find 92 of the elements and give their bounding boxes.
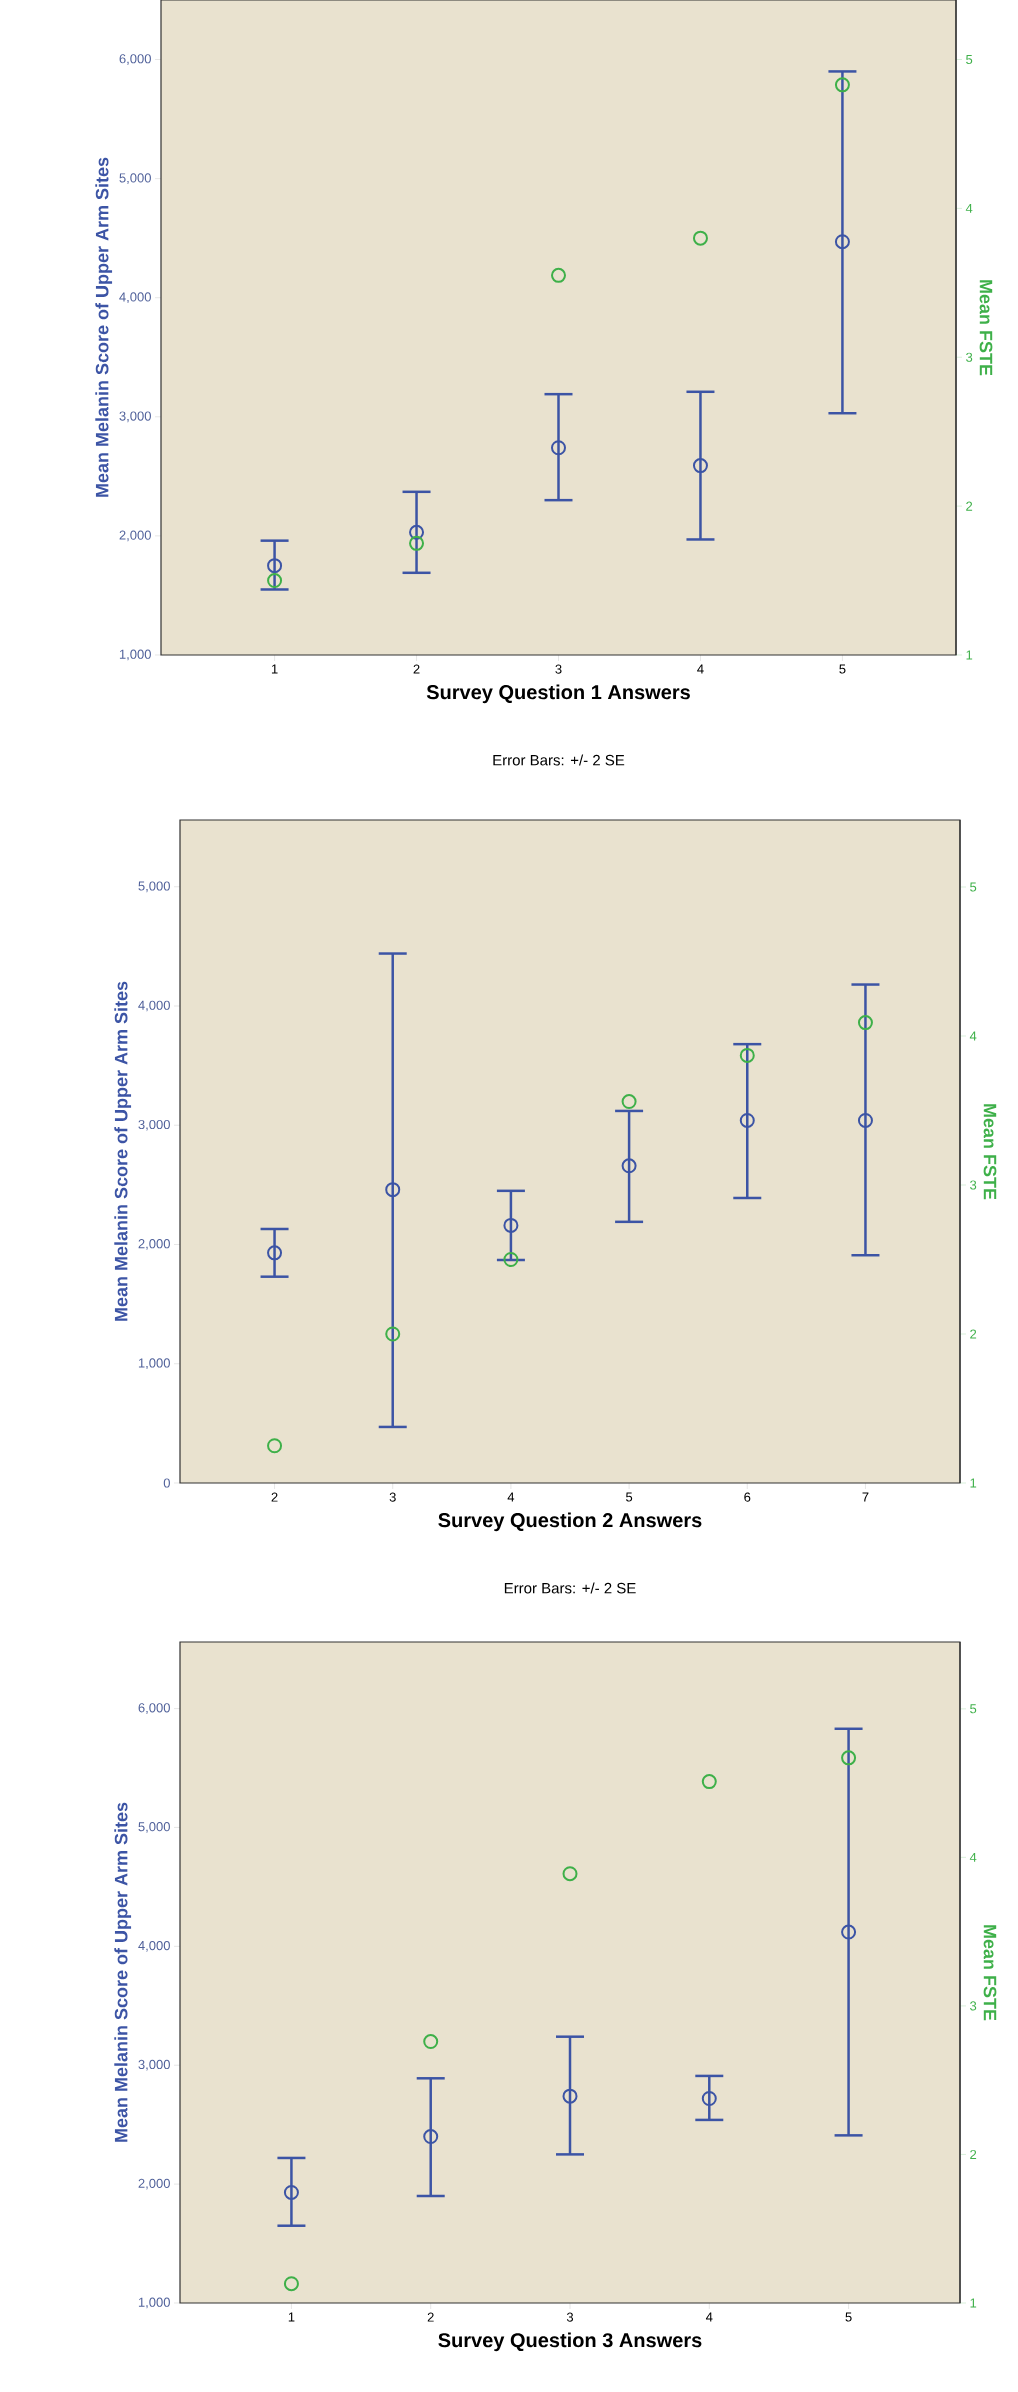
y-tick-label: 3,000 xyxy=(138,2059,170,2071)
y2-tick-label: 5 xyxy=(970,882,977,892)
point xyxy=(267,573,283,589)
y2-tick-label: 3 xyxy=(970,2001,977,2011)
x-tick-label: 1 xyxy=(288,2312,295,2322)
point xyxy=(857,1015,873,1031)
x-tick-label: 2 xyxy=(427,2312,434,2322)
y2-tick-label: 5 xyxy=(970,1704,977,1714)
y-tick-label: 5,000 xyxy=(138,1822,170,1833)
x-tick-label: 3 xyxy=(389,1492,396,1502)
point xyxy=(267,558,283,574)
text: Error Bars: +/- 2 SE xyxy=(493,754,625,766)
x-tick-label: 2 xyxy=(271,1492,278,1502)
y2-tick-label: 4 xyxy=(965,203,973,213)
y2-tick-label: 5 xyxy=(966,54,973,65)
y2-tick-label: 2 xyxy=(970,1329,977,1339)
y-tick-label: 4,000 xyxy=(138,1000,170,1012)
x-tick-label: 3 xyxy=(566,2312,574,2322)
point xyxy=(692,458,708,474)
y2-axis-title: Mean FSTE xyxy=(983,1925,997,2021)
point xyxy=(834,234,850,250)
y2-tick-label: 1 xyxy=(970,1478,977,1488)
y-tick-label: 3,000 xyxy=(138,1119,170,1131)
point xyxy=(562,2088,578,2104)
y-tick-label: 4,000 xyxy=(138,1940,170,1952)
y2-axis-title: Mean FSTE xyxy=(979,280,993,376)
x-axis-title: Survey Question 1 Answers xyxy=(426,684,690,704)
y-tick-label: 0 xyxy=(163,1478,170,1488)
point xyxy=(739,1112,755,1128)
y-tick-label: 2,000 xyxy=(138,1239,170,1250)
point xyxy=(267,1245,283,1261)
x-tick-label: 4 xyxy=(697,664,704,674)
x-axis-title: Survey Question 2 Answers xyxy=(438,1512,702,1532)
point xyxy=(551,440,566,456)
y2-tick-label: 3 xyxy=(966,352,973,362)
y-tick-label: 1,000 xyxy=(138,2297,170,2309)
y2-tick-label: 2 xyxy=(966,501,973,511)
y2-tick-label: 1 xyxy=(966,650,973,660)
point xyxy=(423,2129,439,2145)
point xyxy=(857,1112,873,1128)
x-tick-label: 5 xyxy=(839,664,846,674)
point xyxy=(621,1094,637,1110)
point xyxy=(385,1182,401,1198)
point xyxy=(503,1252,519,1267)
x-tick-label: 3 xyxy=(555,664,562,674)
x-tick-label: 5 xyxy=(845,2312,852,2322)
x-axis-title: Survey Question 3 Answers xyxy=(438,2332,702,2352)
point xyxy=(283,2184,299,2200)
point xyxy=(701,1774,717,1790)
point xyxy=(551,267,566,283)
point xyxy=(692,230,708,246)
point xyxy=(267,1438,283,1454)
point xyxy=(385,1326,401,1342)
x-tick-label: 7 xyxy=(862,1492,869,1502)
point xyxy=(562,1866,578,1882)
y-tick-label: 6,000 xyxy=(119,54,151,65)
y-tick-label: 5,000 xyxy=(119,173,151,184)
y-tick-label: 3,000 xyxy=(119,411,151,423)
point xyxy=(841,1924,857,1940)
point xyxy=(739,1047,755,1063)
x-tick-label: 4 xyxy=(507,1492,515,1502)
y2-tick-label: 2 xyxy=(970,2149,977,2159)
point xyxy=(701,2091,717,2107)
y-axis-title: Mean Melanin Score of Upper Arm Sites xyxy=(114,981,132,1321)
point xyxy=(283,2276,299,2292)
y-tick-label: 1,000 xyxy=(119,649,151,661)
y2-tick-label: 3 xyxy=(970,1180,977,1190)
y2-tick-label: 4 xyxy=(969,1852,977,1862)
point xyxy=(834,77,850,93)
point xyxy=(841,1750,857,1766)
y-tick-label: 2,000 xyxy=(119,530,151,542)
x-tick-label: 6 xyxy=(744,1492,751,1502)
y-axis-title: Mean Melanin Score of Upper Arm Sites xyxy=(95,157,113,497)
point xyxy=(621,1158,637,1174)
x-tick-label: 2 xyxy=(413,664,420,674)
point xyxy=(409,524,425,540)
point xyxy=(409,535,425,551)
y2-tick-label: 4 xyxy=(969,1031,977,1041)
y-axis-title: Mean Melanin Score of Upper Arm Sites xyxy=(114,1802,132,2142)
y-tick-label: 6,000 xyxy=(138,1703,170,1714)
text: Error Bars: +/- 2 SE xyxy=(504,1582,636,1594)
y2-tick-label: 1 xyxy=(970,2298,977,2308)
y-tick-label: 2,000 xyxy=(138,2178,170,2190)
y-tick-label: 4,000 xyxy=(119,292,151,304)
point xyxy=(423,2034,439,2050)
y-tick-label: 1,000 xyxy=(138,1358,170,1370)
point xyxy=(503,1217,519,1233)
y-tick-label: 5,000 xyxy=(138,881,170,893)
y2-axis-title: Mean FSTE xyxy=(983,1104,997,1200)
x-tick-label: 4 xyxy=(705,2312,713,2322)
x-tick-label: 1 xyxy=(271,664,278,674)
x-tick-label: 5 xyxy=(626,1492,633,1502)
